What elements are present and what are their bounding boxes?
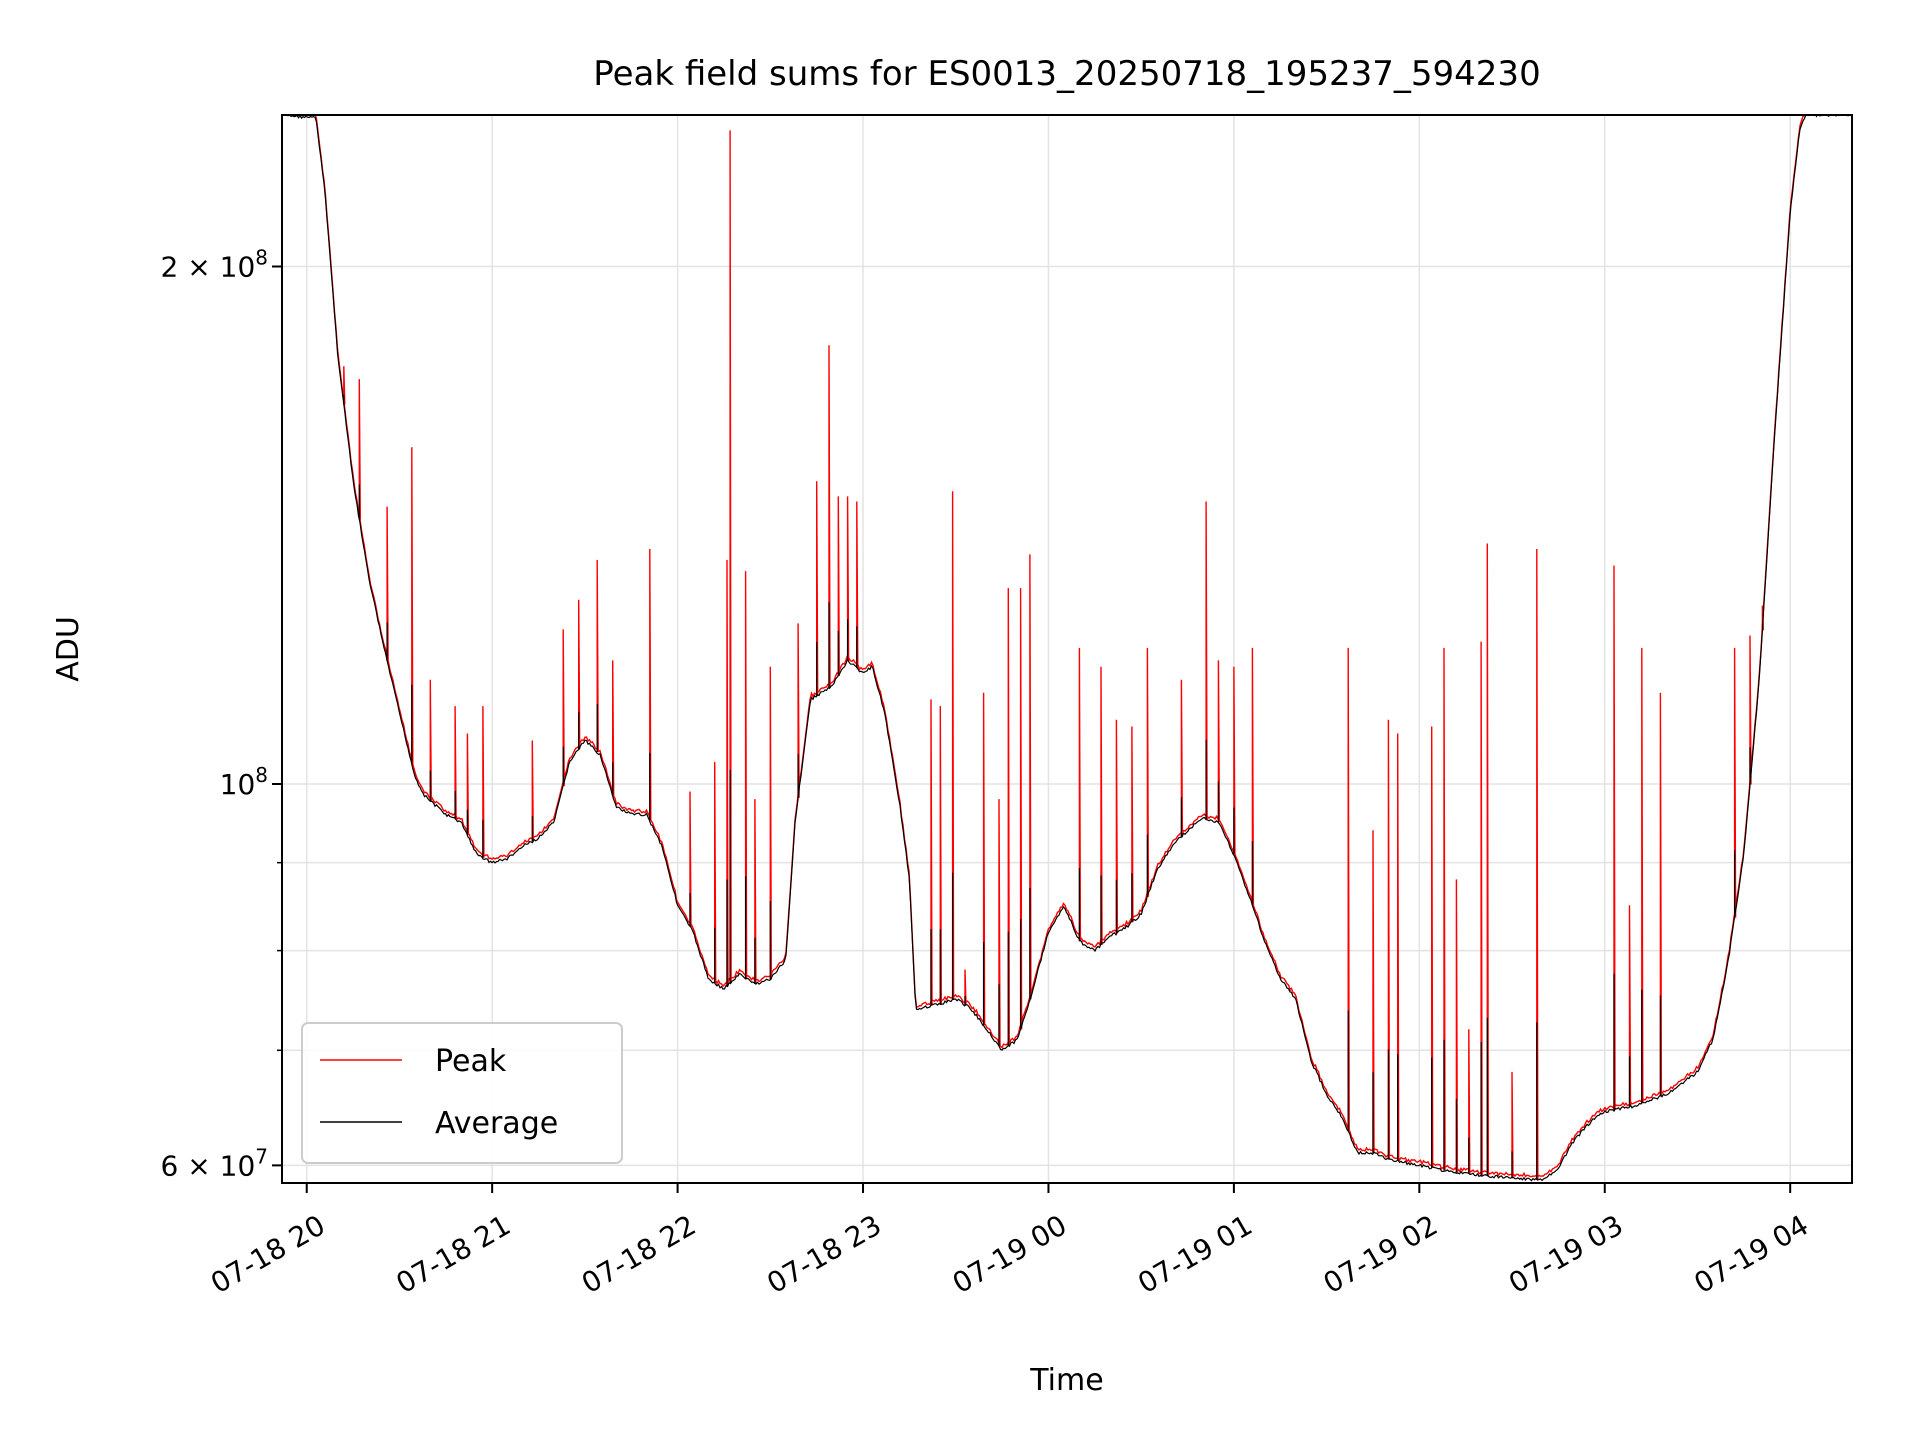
average-series-line xyxy=(282,115,1850,1182)
legend: Peak Average xyxy=(301,1022,623,1164)
y-tick-label: 108 xyxy=(220,763,268,801)
legend-average-label: Average xyxy=(435,1106,558,1141)
y-axis-label: ADU xyxy=(51,616,86,682)
chart-title: Peak field sums for ES0013_20250718_1952… xyxy=(593,54,1540,94)
peak-series-line xyxy=(300,115,1806,1180)
y-axis-ticks: 6 × 107 108 2 × 108 xyxy=(161,246,282,1182)
legend-box xyxy=(301,1022,623,1164)
legend-peak-label: Peak xyxy=(435,1044,507,1079)
y-tick-label: 2 × 108 xyxy=(161,246,268,284)
y-tick-label: 6 × 107 xyxy=(161,1144,268,1182)
grid-lines xyxy=(282,115,1852,1183)
plot-frame xyxy=(281,114,1853,1184)
x-axis-label: Time xyxy=(1029,1363,1103,1398)
plot-area xyxy=(282,115,1850,1182)
